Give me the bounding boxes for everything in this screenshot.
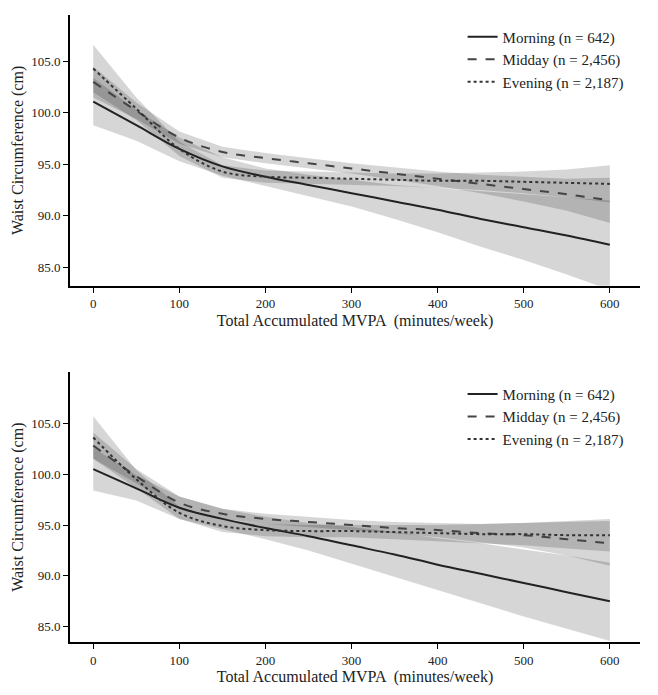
svg-text:200: 200 xyxy=(256,653,276,668)
svg-text:100.0: 100.0 xyxy=(31,105,60,120)
svg-text:Total Accumulated MVPA (minut: Total Accumulated MVPA (minutes/week) xyxy=(217,312,493,330)
svg-text:100: 100 xyxy=(170,653,190,668)
svg-text:90.0: 90.0 xyxy=(38,208,61,223)
svg-text:400: 400 xyxy=(428,653,448,668)
svg-text:600: 600 xyxy=(600,653,620,668)
svg-text:85.0: 85.0 xyxy=(38,260,61,275)
svg-text:400: 400 xyxy=(428,296,448,311)
svg-text:0: 0 xyxy=(90,296,97,311)
svg-text:Midday (n = 2,456): Midday (n = 2,456) xyxy=(503,52,621,69)
svg-text:Morning (n = 642): Morning (n = 642) xyxy=(503,387,615,404)
svg-text:Waist Circumference (cm): Waist Circumference (cm) xyxy=(9,423,27,592)
svg-text:Morning (n = 642): Morning (n = 642) xyxy=(503,30,615,47)
svg-text:105.0: 105.0 xyxy=(31,416,60,431)
svg-text:85.0: 85.0 xyxy=(38,619,61,634)
svg-text:100.0: 100.0 xyxy=(31,467,60,482)
svg-text:Evening (n = 2,187): Evening (n = 2,187) xyxy=(503,75,624,92)
svg-text:200: 200 xyxy=(256,296,276,311)
svg-text:105.0: 105.0 xyxy=(31,54,60,69)
svg-text:100: 100 xyxy=(170,296,190,311)
svg-text:Waist Circumference (cm): Waist Circumference (cm) xyxy=(9,66,27,235)
svg-text:0: 0 xyxy=(90,653,97,668)
svg-text:95.0: 95.0 xyxy=(38,518,61,533)
svg-text:600: 600 xyxy=(600,296,620,311)
svg-text:300: 300 xyxy=(342,653,362,668)
svg-text:Midday (n = 2,456): Midday (n = 2,456) xyxy=(503,409,621,426)
svg-text:500: 500 xyxy=(514,296,534,311)
svg-text:90.0: 90.0 xyxy=(38,568,61,583)
svg-text:500: 500 xyxy=(514,653,534,668)
svg-text:95.0: 95.0 xyxy=(38,157,61,172)
svg-text:300: 300 xyxy=(342,296,362,311)
svg-text:Total Accumulated MVPA (minut: Total Accumulated MVPA (minutes/week) xyxy=(217,668,493,686)
svg-text:Evening (n = 2,187): Evening (n = 2,187) xyxy=(503,432,624,449)
